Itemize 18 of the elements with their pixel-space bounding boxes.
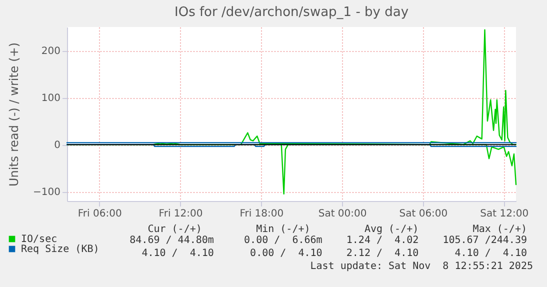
- y-tick-label: 100: [41, 93, 60, 104]
- y-axis-title: Units read (-) / write (+): [7, 42, 22, 187]
- legend-label: Req Size (KB): [21, 244, 100, 255]
- text: 84.69 / 44.80m 0.00 / 6.66m 1.24 / 4.02 105.67 /244.39: [130, 235, 527, 246]
- x-tick-label: Sat 12:00: [480, 208, 529, 220]
- y-tick-label: −100: [33, 187, 60, 198]
- text: Cur (-/+) Min (-/+) Avg (-/+) Max (-/+): [148, 224, 527, 235]
- x-tick-label: Fri 06:00: [78, 208, 122, 220]
- chart-title: IOs for /dev/archon/swap_1 - by day: [174, 5, 409, 20]
- x-tick-label: Sat 06:00: [399, 208, 448, 220]
- legend-label: IO/sec: [21, 234, 58, 245]
- x-tick-label: Fri 12:00: [158, 208, 203, 220]
- x-tick-label: Sat 00:00: [318, 208, 367, 220]
- text: Last update: Sat Nov 8 12:55:21 2025: [310, 261, 533, 272]
- y-tick-label: 200: [41, 46, 60, 58]
- x-tick-label: Fri 18:00: [240, 208, 284, 220]
- text: 4.10 / 4.10 0.00 / 4.10 2.12 / 4.10 4.10 / 4.10: [142, 248, 527, 259]
- y-tick-label: 0: [54, 140, 60, 152]
